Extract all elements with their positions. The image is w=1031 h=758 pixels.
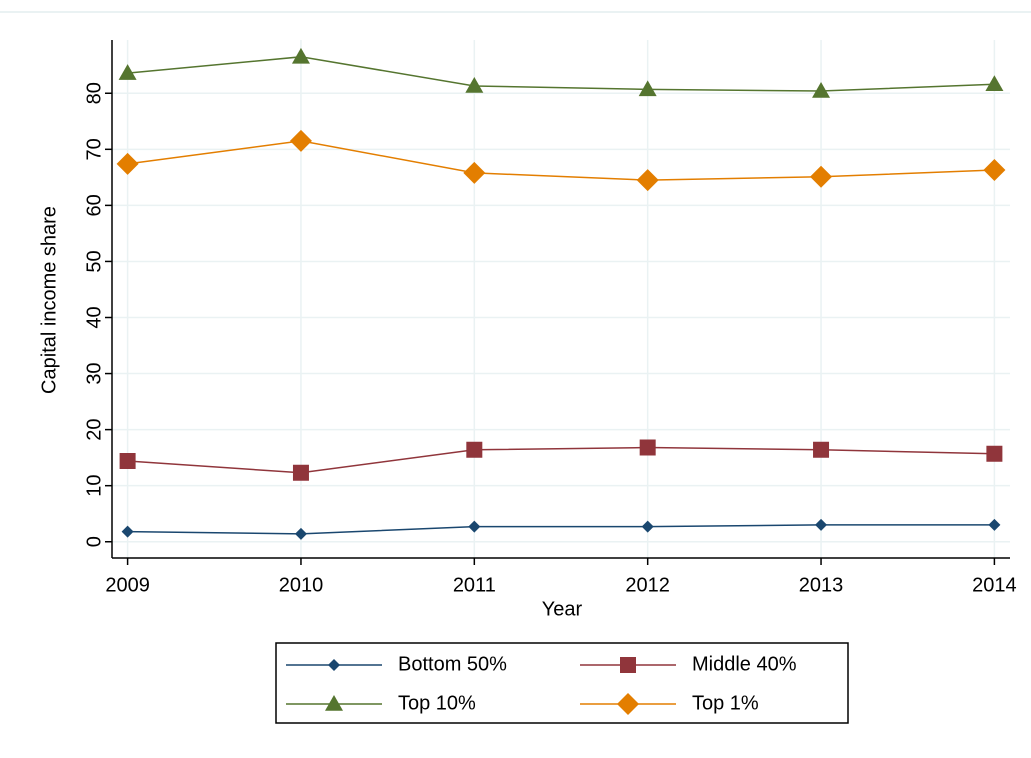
marker [983,159,1006,182]
series-line [127,446,995,474]
marker [465,76,484,93]
marker [638,80,657,97]
marker [620,657,636,673]
marker [986,445,1003,462]
x-axis-label: Year [542,598,583,620]
marker [463,161,486,184]
marker [985,75,1004,92]
legend-label: Bottom 50% [398,653,507,675]
y-tick-label: 70 [83,138,105,160]
marker [812,82,831,98]
y-axis-label: Capital income share [38,206,60,394]
marker [636,169,659,192]
x-tick-label: 2010 [279,574,324,596]
marker [328,659,340,671]
marker [116,152,139,175]
marker [292,464,309,481]
series-line [127,56,995,92]
marker [639,439,656,456]
y-tick-label: 30 [83,362,105,384]
x-tick-label: 2011 [453,574,496,596]
legend-label: Top 10% [398,692,476,714]
marker [815,518,828,531]
y-tick-label: 40 [83,306,105,328]
y-tick-label: 60 [83,194,105,216]
x-tick-label: 2013 [799,574,844,596]
series-line [127,140,995,181]
marker [617,693,639,715]
marker [813,441,830,458]
marker [468,520,481,533]
marker [294,527,307,540]
marker [641,520,654,533]
marker [289,129,312,152]
marker [810,165,833,188]
y-tick-label: 10 [83,475,105,497]
marker [121,525,134,538]
marker [291,47,310,64]
y-tick-label: 50 [83,250,105,272]
y-tick-label: 20 [83,418,105,440]
legend [275,642,849,724]
marker [119,453,136,470]
x-tick-label: 2014 [972,574,1017,596]
marker [988,518,1001,531]
legend-label: Top 1% [692,692,759,714]
y-tick-label: 80 [83,82,105,104]
x-tick-label: 2009 [105,574,150,596]
marker [466,441,483,458]
series-line [127,524,995,535]
y-tick-label: 0 [83,536,105,547]
legend-label: Middle 40% [692,653,797,675]
x-tick-label: 2012 [625,574,670,596]
marker [325,695,343,711]
marker [118,64,137,80]
